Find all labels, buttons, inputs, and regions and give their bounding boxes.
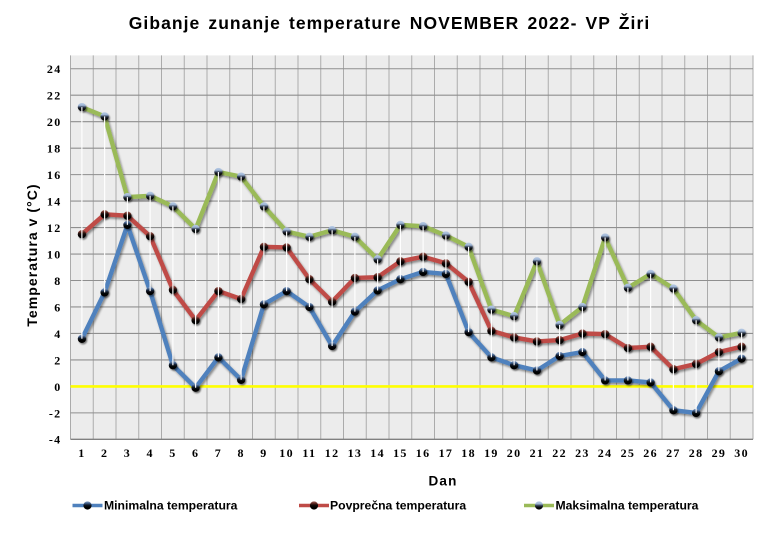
svg-text:Gibanje zunanje temperature NO: Gibanje zunanje temperature NOVEMBER 202… — [129, 12, 650, 33]
svg-text:18: 18 — [461, 446, 476, 460]
svg-text:14: 14 — [370, 446, 385, 460]
svg-text:10: 10 — [279, 446, 294, 460]
svg-text:29: 29 — [712, 446, 727, 460]
svg-text:24: 24 — [598, 446, 613, 460]
svg-text:20: 20 — [507, 446, 522, 460]
svg-text:Maksimalna temperatura: Maksimalna temperatura — [556, 499, 699, 513]
svg-text:Minimalna temperatura: Minimalna temperatura — [104, 499, 238, 513]
svg-text:25: 25 — [621, 446, 636, 460]
svg-text:16: 16 — [47, 168, 62, 182]
svg-text:11: 11 — [302, 446, 316, 460]
svg-text:27: 27 — [666, 446, 681, 460]
svg-text:6: 6 — [54, 300, 61, 314]
svg-text:0: 0 — [54, 380, 61, 394]
svg-text:21: 21 — [530, 446, 545, 460]
svg-text:Povprečna temperatura: Povprečna temperatura — [330, 499, 466, 513]
svg-text:2: 2 — [101, 446, 108, 460]
svg-text:1: 1 — [78, 446, 85, 460]
svg-text:22: 22 — [47, 89, 62, 103]
svg-text:24: 24 — [47, 62, 62, 76]
svg-text:17: 17 — [439, 446, 454, 460]
svg-text:4: 4 — [146, 446, 153, 460]
svg-text:26: 26 — [643, 446, 658, 460]
svg-text:8: 8 — [54, 274, 61, 288]
svg-text:19: 19 — [484, 446, 499, 460]
svg-text:20: 20 — [47, 115, 62, 129]
svg-text:Temperatura v (°C): Temperatura v (°C) — [24, 183, 40, 326]
svg-text:28: 28 — [689, 446, 704, 460]
svg-text:7: 7 — [215, 446, 222, 460]
svg-text:14: 14 — [47, 195, 62, 209]
svg-text:2: 2 — [54, 353, 61, 367]
svg-text:12: 12 — [47, 221, 62, 235]
svg-text:12: 12 — [325, 446, 340, 460]
svg-text:-2: -2 — [49, 406, 62, 420]
svg-text:9: 9 — [260, 446, 267, 460]
svg-text:5: 5 — [169, 446, 176, 460]
svg-text:18: 18 — [47, 142, 62, 156]
svg-text:4: 4 — [54, 327, 61, 341]
svg-text:Dan: Dan — [428, 474, 457, 489]
svg-text:30: 30 — [734, 446, 749, 460]
svg-text:13: 13 — [348, 446, 363, 460]
svg-text:3: 3 — [124, 446, 131, 460]
svg-text:22: 22 — [552, 446, 567, 460]
svg-text:-4: -4 — [49, 433, 62, 447]
svg-text:23: 23 — [575, 446, 590, 460]
svg-text:10: 10 — [47, 247, 62, 261]
svg-text:8: 8 — [237, 446, 244, 460]
svg-text:15: 15 — [393, 446, 408, 460]
svg-text:16: 16 — [416, 446, 431, 460]
svg-text:6: 6 — [192, 446, 199, 460]
